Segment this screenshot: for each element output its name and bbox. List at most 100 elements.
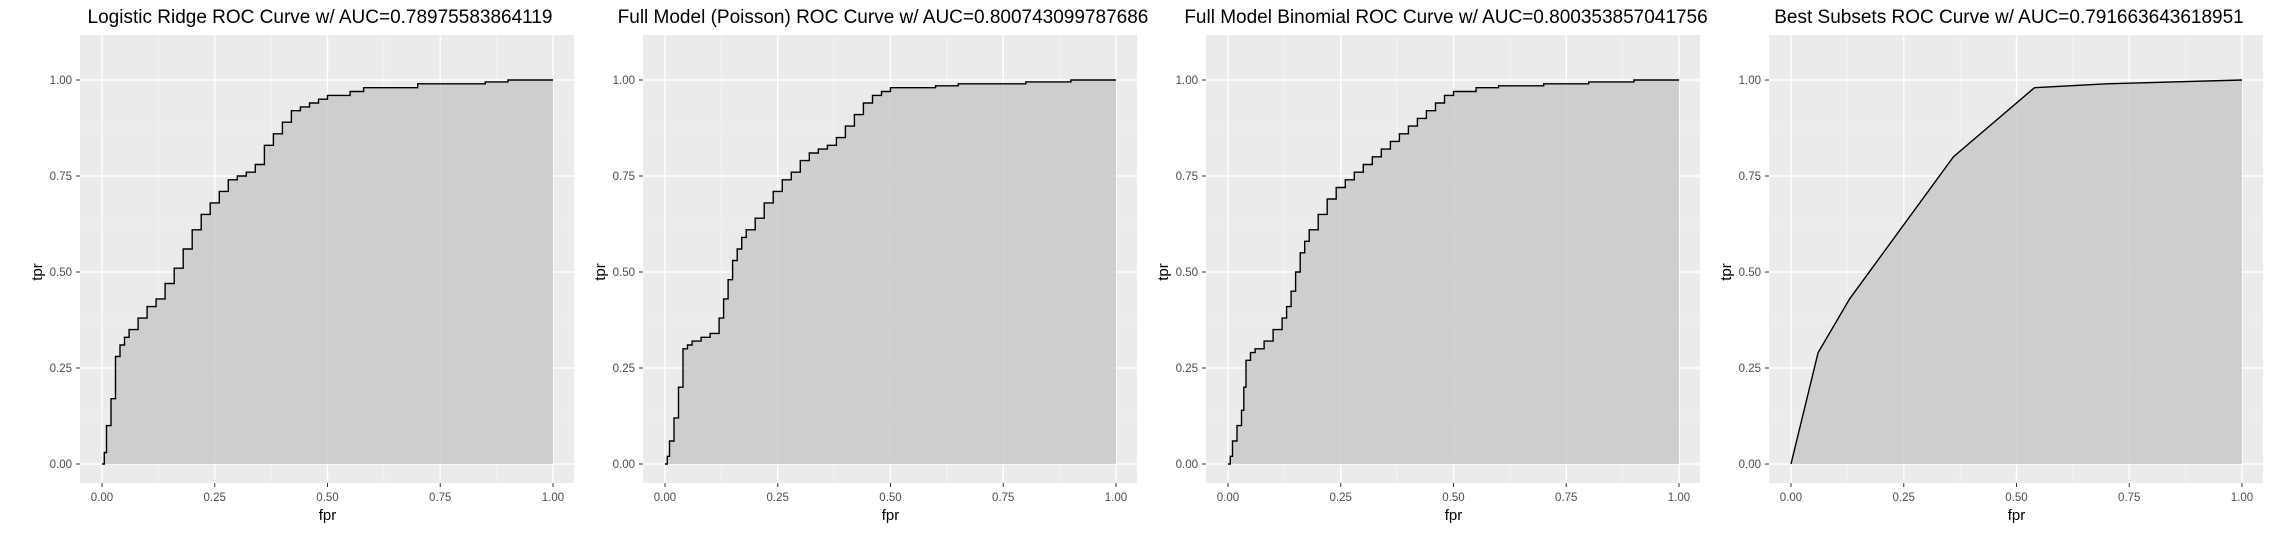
x-tick-label: 0.75	[1555, 492, 1577, 504]
x-tick-label: 0.00	[1780, 492, 1802, 504]
roc-data-point	[255, 164, 257, 166]
roc-data-point	[182, 248, 184, 250]
y-tick-label: 0.75	[1176, 171, 1198, 183]
roc-data-point	[1417, 118, 1419, 120]
roc-data-point	[687, 344, 689, 346]
roc-data-point	[718, 317, 720, 319]
roc-data-point	[1363, 164, 1365, 166]
x-tick-label: 0.75	[2118, 492, 2140, 504]
roc-chart-panel-1: 0.00 0.25 0.50 0.75 1.00 0.00 0.25 0.50 0.75 1.00…	[10, 0, 574, 555]
roc-data-point	[836, 137, 838, 139]
roc-data-point	[745, 229, 747, 231]
y-tick-label: 0.00	[1739, 459, 1761, 471]
roc-data-point	[1317, 214, 1319, 216]
roc-data-point	[1250, 352, 1252, 354]
x-tick-label: 0.25	[767, 492, 789, 504]
roc-data-point	[1241, 409, 1243, 411]
roc-data-point	[1399, 133, 1401, 135]
roc-data-point	[200, 214, 202, 216]
x-tick-label: 0.50	[879, 492, 901, 504]
x-tick-label: 0.25	[1893, 492, 1915, 504]
roc-data-point	[800, 160, 802, 162]
roc-data-point	[709, 333, 711, 335]
roc-data-point	[164, 283, 166, 285]
roc-data-point	[1408, 125, 1410, 127]
y-tick-label: 0.50	[50, 267, 72, 279]
x-tick-label: 0.75	[992, 492, 1014, 504]
roc-data-point	[1790, 463, 1792, 465]
roc-data-point	[155, 298, 157, 300]
roc-data-point	[763, 202, 765, 204]
y-axis-title: tpr	[29, 263, 46, 281]
chart-title: Logistic Ridge ROC Curve w/ AUC=0.789755…	[88, 7, 553, 28]
roc-data-point	[781, 179, 783, 181]
roc-data-point	[1263, 340, 1265, 342]
x-tick-label: 0.50	[316, 492, 338, 504]
roc-data-point	[291, 110, 293, 112]
roc-chart-panel-2: 0.00 0.25 0.50 0.75 1.00 0.00 0.25 0.50 0.75 1.00…	[573, 0, 1148, 555]
roc-data-point	[935, 85, 937, 87]
roc-data-point	[128, 329, 130, 331]
roc-data-point	[732, 260, 734, 262]
roc-data-point	[137, 317, 139, 319]
chart-title: Best Subsets ROC Curve w/ AUC=0.79166364…	[1774, 7, 2243, 28]
auc-shaded-area	[1791, 80, 2242, 464]
roc-data-point	[462, 83, 464, 85]
roc-data-point	[552, 79, 554, 81]
roc-data-point	[363, 87, 365, 89]
roc-data-point	[872, 95, 874, 97]
roc-data-point	[110, 398, 112, 400]
roc-data-point	[146, 306, 148, 308]
roc-data-point	[727, 279, 729, 281]
roc-data-point	[399, 87, 401, 89]
roc-data-point	[1353, 171, 1355, 173]
roc-data-point	[1543, 83, 1545, 85]
roc-curve-line	[1790, 79, 2243, 465]
roc-data-point	[1453, 91, 1455, 93]
y-axis-title: tpr	[1718, 263, 1735, 281]
roc-data-point	[664, 463, 666, 465]
roc-data-point	[417, 83, 419, 85]
roc-data-point	[1243, 386, 1245, 388]
roc-data-point	[736, 248, 738, 250]
roc-data-point	[1426, 110, 1428, 112]
chart-title: Full Model Binomial ROC Curve w/ AUC=0.8…	[1184, 7, 1707, 28]
roc-data-point	[691, 340, 693, 342]
roc-data-point	[103, 452, 105, 454]
roc-data-point	[666, 456, 668, 458]
x-tick-label: 0.00	[1217, 492, 1239, 504]
roc-data-point	[119, 344, 121, 346]
roc-data-point	[1227, 463, 1229, 465]
roc-data-point	[1849, 298, 1851, 300]
roc-data-point	[1953, 156, 1955, 158]
y-tick-label: 0.25	[1739, 363, 1761, 375]
roc-data-point	[818, 148, 820, 150]
roc-data-point	[1444, 95, 1446, 97]
roc-data-point	[790, 171, 792, 173]
auc-shaded-area	[665, 80, 1116, 464]
roc-data-point	[682, 348, 684, 350]
roc-data-point	[1344, 179, 1346, 181]
roc-data-point	[106, 425, 108, 427]
roc-data-point	[700, 336, 702, 338]
x-tick-label: 0.50	[2005, 492, 2027, 504]
y-tick-label: 1.00	[1176, 75, 1198, 87]
chart-title: Full Model (Poisson) ROC Curve w/ AUC=0.…	[618, 7, 1149, 28]
x-tick-label: 1.00	[1668, 492, 1690, 504]
y-tick-label: 0.00	[613, 459, 635, 471]
x-tick-label: 0.25	[1330, 492, 1352, 504]
roc-data-point	[507, 79, 509, 81]
roc-data-point	[227, 179, 229, 181]
roc-data-point	[124, 336, 126, 338]
roc-data-point	[669, 440, 671, 442]
roc-data-point	[2034, 87, 2036, 89]
roc-data-point	[1326, 198, 1328, 200]
roc-data-point	[336, 95, 338, 97]
roc-data-point	[1299, 252, 1301, 254]
roc-data-point	[957, 83, 959, 85]
x-axis-title: fpr	[1445, 507, 1463, 524]
auc-shaded-area	[1228, 80, 1679, 464]
roc-chart-panel-3: 0.00 0.25 0.50 0.75 1.00 0.00 0.25 0.50 0.75 1.00…	[1136, 0, 1708, 555]
roc-data-point	[881, 91, 883, 93]
x-tick-label: 0.00	[654, 492, 676, 504]
